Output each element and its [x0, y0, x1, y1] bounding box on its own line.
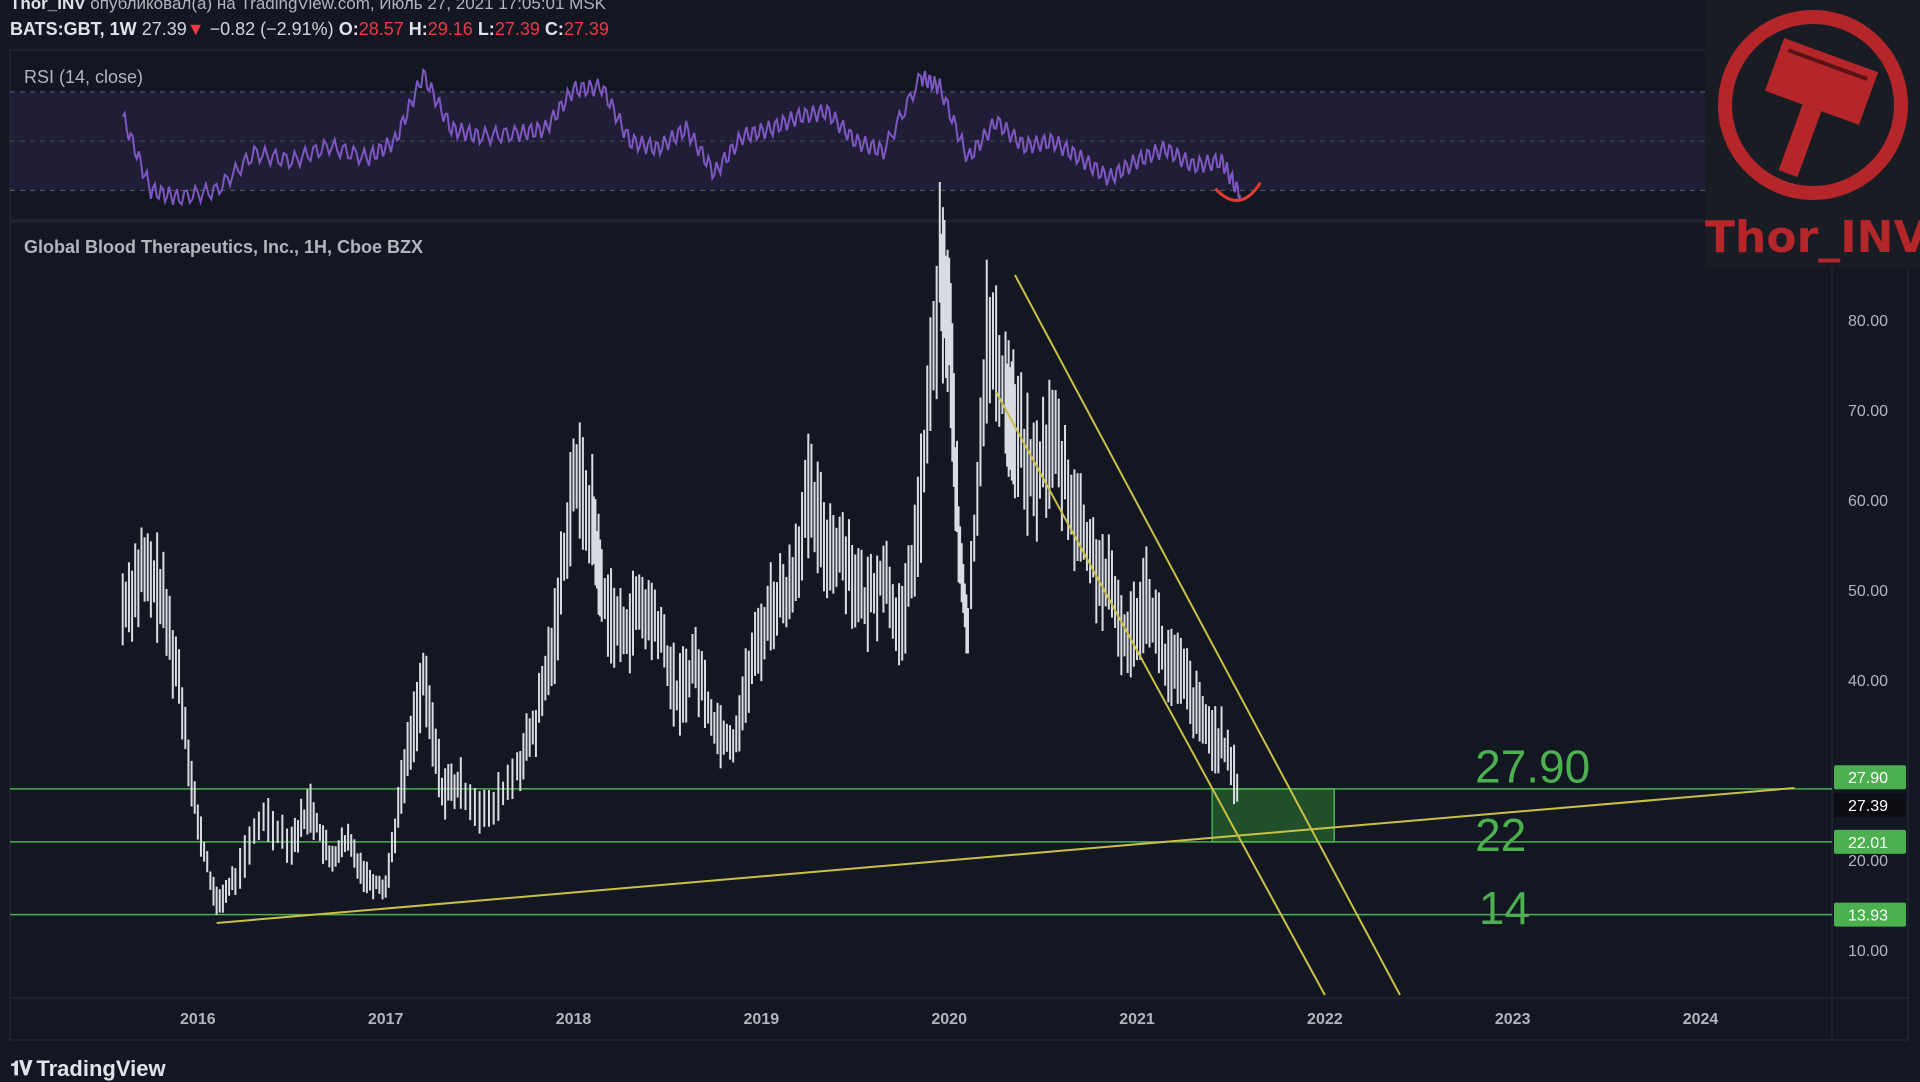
close-value: 27.39: [563, 19, 609, 39]
publisher-name[interactable]: Thor_INV: [10, 0, 86, 13]
annotation-27-90: 27.90: [1475, 741, 1590, 793]
time-axis-label: 2016: [180, 1011, 216, 1028]
rsi-pane-label[interactable]: RSI (14, close): [24, 67, 143, 87]
price-axis-label: 80.00: [1848, 313, 1888, 330]
support-zone[interactable]: [1211, 788, 1335, 843]
high-value: 29.16: [427, 19, 473, 39]
main-pane-label[interactable]: Global Blood Therapeutics, Inc., 1H, Cbo…: [24, 237, 423, 257]
low-label: L:: [477, 19, 495, 39]
high-label: H:: [408, 19, 428, 39]
svg-text:22.01: 22.01: [1848, 835, 1888, 852]
tradingview-logo[interactable]: 𝟏𝐕 TradingView: [10, 1056, 166, 1082]
trend-line[interactable]: [216, 787, 1795, 924]
main-pane-frame: [9, 221, 1909, 1041]
price-change: −0.82 (−2.91%): [209, 19, 334, 39]
ticker-line: BATS:GBT, 1W 27.39▼ −0.82 (−2.91%) O:28.…: [10, 19, 609, 40]
rsi-line: [121, 67, 1242, 207]
tradingview-icon: 𝟏𝐕: [10, 1057, 32, 1080]
price-axis-label: 10.00: [1848, 943, 1888, 960]
price-tag-22-01: 22.01: [1834, 829, 1906, 854]
price-bars: [121, 182, 1239, 915]
symbol-label[interactable]: BATS:GBT, 1W: [10, 19, 137, 39]
thor-logo: Thor_INV: [1705, 0, 1920, 268]
price-axis-label: 60.00: [1848, 493, 1888, 510]
time-axis-label: 2021: [1119, 1011, 1155, 1028]
price-axis-label: 70.00: [1848, 403, 1888, 420]
thor-logo-text: Thor_INV: [1705, 212, 1920, 263]
svg-text:13.93: 13.93: [1848, 908, 1888, 925]
thor-hammer-icon: [1718, 10, 1908, 200]
time-axis: 2016 2017 2018 2019 2020 2021 2022 2023 2024: [180, 1011, 1718, 1028]
time-axis-label: 2020: [931, 1011, 967, 1028]
price-tag-13-93: 13.93: [1834, 902, 1906, 927]
time-axis-label: 2017: [368, 1011, 404, 1028]
svg-text:27.39: 27.39: [1848, 798, 1888, 815]
close-label: C:: [544, 19, 564, 39]
annotation-14: 14: [1479, 882, 1530, 934]
rsi-highlight-marker: [1214, 182, 1262, 202]
last-price: 27.39: [141, 19, 187, 39]
price-axis-label: 20.00: [1848, 853, 1888, 870]
time-axis-label: 2023: [1495, 1011, 1531, 1028]
price-tag-27-90: 27.90: [1834, 765, 1906, 790]
tradingview-brand: TradingView: [36, 1056, 166, 1081]
trend-lines: [216, 274, 1795, 996]
low-value: 27.39: [494, 19, 540, 39]
trend-line[interactable]: [1014, 274, 1401, 996]
down-arrow-icon: ▼: [186, 19, 205, 39]
svg-text:27.90: 27.90: [1848, 770, 1888, 787]
time-axis-label: 2018: [556, 1011, 592, 1028]
price-axis-label: 40.00: [1848, 673, 1888, 690]
open-value: 28.57: [358, 19, 404, 39]
time-axis-label: 2022: [1307, 1011, 1343, 1028]
time-axis-label: 2019: [744, 1011, 780, 1028]
price-tag-current: 27.39: [1834, 793, 1906, 818]
price-axis-label: 50.00: [1848, 583, 1888, 600]
published-text: опубликовал(а) на TradingView.com, Июль …: [90, 0, 607, 13]
open-label: O:: [338, 19, 359, 39]
time-axis-label: 2024: [1683, 1011, 1719, 1028]
publisher-line: Thor_INV опубликовал(а) на TradingView.c…: [10, 0, 606, 14]
trend-line[interactable]: [995, 391, 1326, 996]
annotation-22: 22: [1475, 809, 1526, 861]
